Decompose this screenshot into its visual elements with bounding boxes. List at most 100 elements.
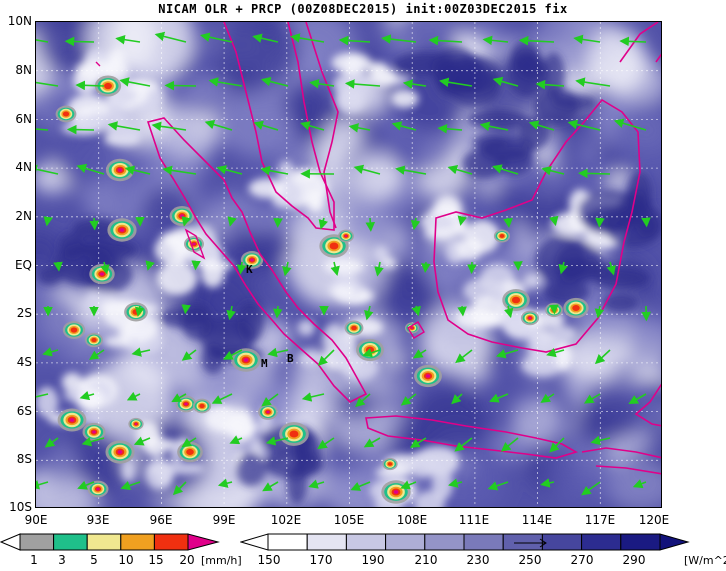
- wind-vector: [317, 349, 335, 366]
- wind-vector: [457, 215, 468, 226]
- wind-vectors: [36, 31, 651, 496]
- wind-vector: [260, 165, 289, 176]
- wind-vector: [222, 349, 243, 360]
- olr-clear-patch: [236, 452, 266, 487]
- olr-cloud-patch: [44, 460, 71, 477]
- olr-bright-cloud: [335, 85, 366, 115]
- wind-vector: [301, 392, 325, 402]
- precip-cell-extreme: [344, 234, 348, 238]
- precip-cbar-label-3: 3: [58, 553, 66, 567]
- wind-vector: [100, 261, 110, 275]
- station-label-m: M: [261, 357, 268, 370]
- olr-colorbar-cell: [424, 533, 465, 551]
- precip-cell-intense: [511, 296, 521, 304]
- lon-tick-111e: 111E: [458, 513, 490, 527]
- olr-bright-cloud: [373, 245, 389, 262]
- wind-vector: [81, 437, 105, 447]
- olr-cloud-patch: [547, 433, 614, 506]
- wind-vector: [133, 436, 151, 446]
- precip-colorbar: [0, 533, 220, 551]
- olr-bright-cloud: [414, 490, 445, 507]
- olr-colorbar-cell: [581, 533, 622, 551]
- olr-cloud-patch: [183, 77, 233, 109]
- lat-tick-10s: 10S: [9, 500, 32, 514]
- wind-vector: [492, 164, 519, 175]
- lon-tick-117e: 117E: [584, 513, 616, 527]
- wind-vector: [594, 305, 605, 319]
- wind-vector: [172, 481, 187, 496]
- station-label-b: B: [287, 352, 294, 365]
- precip-cbar-label-5: 5: [90, 553, 98, 567]
- lon-tick-114e: 114E: [521, 513, 553, 527]
- olr-colorbar-cell: [306, 533, 347, 551]
- wind-vector: [236, 261, 247, 275]
- wind-vector: [181, 349, 197, 361]
- coastline-sumatra: [146, 117, 368, 403]
- olr-cloud-patch: [514, 395, 539, 414]
- precip-cell-extreme: [410, 327, 414, 329]
- wind-vector: [457, 305, 467, 317]
- wind-vector: [546, 347, 565, 358]
- wind-vector: [44, 437, 59, 448]
- coastline-philippines: [619, 22, 661, 63]
- wind-vector: [282, 261, 292, 277]
- wind-vector: [549, 215, 559, 227]
- olr-cloud-patch: [36, 465, 87, 507]
- wind-vector: [482, 35, 509, 46]
- olr-colorbar-cell: [385, 533, 426, 551]
- olr-bright-cloud: [375, 466, 411, 478]
- precip-cell-intense: [104, 82, 112, 90]
- precip-colorbar-min-arrow: [0, 533, 21, 551]
- olr-cloud-patch: [430, 270, 453, 296]
- wind-vector: [191, 260, 201, 271]
- precip-cell-intense: [499, 234, 505, 238]
- wind-vector: [66, 124, 95, 135]
- olr-cbar-unit: [W/m^2]: [684, 554, 726, 567]
- wind-vector: [318, 217, 328, 230]
- wind-vector: [500, 437, 519, 452]
- wind-vector: [428, 35, 463, 46]
- olr-clear-patch: [544, 280, 589, 304]
- precip-cbar-label-1: 1: [30, 553, 38, 567]
- wind-vector: [395, 165, 427, 175]
- olr-clear-patch: [602, 292, 638, 313]
- wind-vector: [36, 164, 59, 175]
- lat-tick-2n: 2N: [15, 209, 32, 223]
- wind-vector: [317, 437, 335, 450]
- wind-vector: [503, 217, 513, 229]
- olr-bright-cloud: [111, 48, 125, 68]
- wind-vector: [410, 217, 421, 231]
- wind-vector: [226, 305, 236, 321]
- lon-tick-99e: 99E: [212, 513, 236, 527]
- lon-tick-90e: 90E: [24, 513, 48, 527]
- wind-vector: [162, 165, 197, 176]
- precip-cell-extreme: [92, 430, 96, 434]
- olr-bright-cloud: [306, 188, 325, 213]
- wind-vector: [581, 481, 601, 496]
- wind-vector: [36, 128, 49, 131]
- olr-bright-cloud: [278, 160, 294, 184]
- olr-cbar-label-150: 150: [257, 553, 281, 567]
- precip-colorbar-cell: [53, 533, 88, 551]
- wind-vector: [36, 39, 49, 43]
- wind-vector: [567, 119, 601, 131]
- lat-tick-8s: 8S: [16, 452, 32, 466]
- olr-bright-cloud: [248, 178, 286, 199]
- olr-cbar-label-230: 230: [466, 553, 490, 567]
- olr-cloud-patch: [587, 26, 646, 94]
- wind-vector: [409, 437, 427, 448]
- wind-vector: [265, 436, 289, 446]
- olr-bright-cloud: [200, 259, 225, 288]
- wind-vector: [204, 119, 233, 131]
- olr-bright-cloud: [84, 111, 129, 131]
- lon-tick-105e: 105E: [333, 513, 365, 527]
- olr-colorbar-max-arrow: [659, 533, 690, 551]
- lat-tick-4n: 4N: [15, 160, 32, 174]
- wind-vector: [350, 481, 371, 491]
- lon-tick-102e: 102E: [270, 513, 302, 527]
- wind-vector: [261, 393, 279, 407]
- coastline-java: [365, 415, 579, 459]
- wind-vector: [540, 478, 555, 488]
- lon-tick-108e: 108E: [396, 513, 428, 527]
- wind-vector: [402, 79, 427, 89]
